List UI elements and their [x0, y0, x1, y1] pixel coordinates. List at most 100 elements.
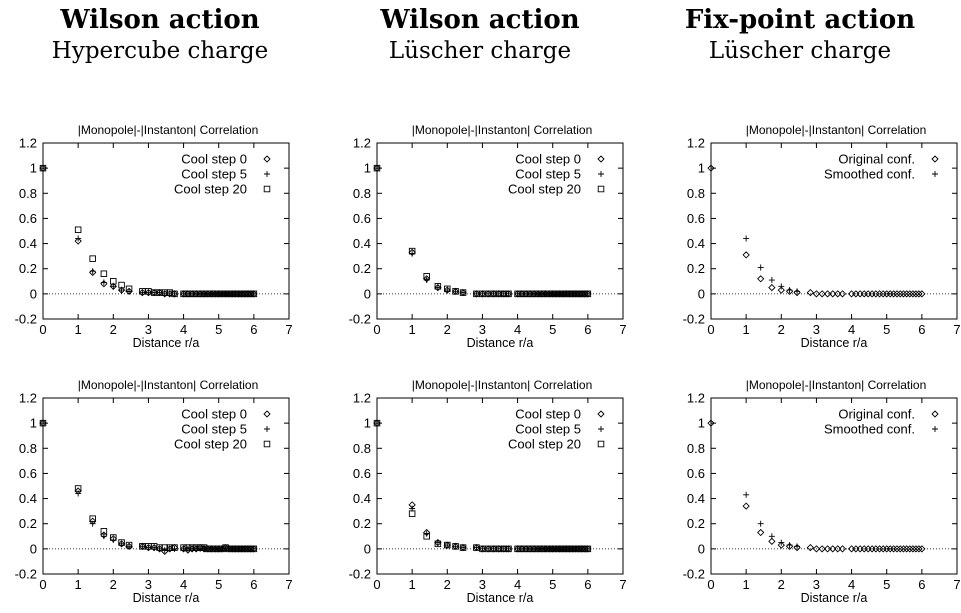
- data-point: [806, 288, 815, 297]
- data-point: [743, 491, 750, 498]
- data-point: [757, 520, 764, 527]
- data-point: [918, 545, 926, 553]
- data-point: [742, 251, 750, 259]
- x-tick-label: 5: [883, 322, 890, 337]
- column-subtitle: Lüscher charge: [708, 38, 892, 64]
- chart-title: |Monopole|-|Instanton| Correlation: [412, 123, 593, 137]
- series-plus: [743, 491, 801, 550]
- data-point: [530, 290, 538, 298]
- data-point: [434, 539, 441, 546]
- data-point: [906, 290, 914, 298]
- data-point: [584, 545, 592, 553]
- x-tick-label: 6: [584, 322, 591, 337]
- data-point: [89, 268, 96, 275]
- y-tick-label: 0.4: [353, 236, 371, 251]
- x-tick-label: 5: [215, 577, 222, 592]
- data-point: [125, 287, 133, 295]
- data-point: [100, 279, 107, 286]
- data-point: [161, 289, 168, 296]
- data-point: [39, 164, 47, 172]
- chart-row2-col3: |Monopole|-|Instanton| Correlation-0.200…: [683, 378, 961, 605]
- data-point: [818, 545, 826, 553]
- data-point: [452, 543, 459, 550]
- data-point: [117, 540, 126, 548]
- legend-label: Cool step 20: [508, 182, 581, 197]
- data-point: [479, 290, 486, 297]
- legend-label: Cool step 0: [515, 152, 581, 167]
- data-point: [868, 545, 876, 553]
- data-point: [151, 544, 158, 551]
- x-tick-label: 1: [75, 577, 82, 592]
- data-point: [184, 544, 192, 551]
- legend-marker: [598, 426, 604, 432]
- data-point: [757, 528, 765, 537]
- data-point: [823, 290, 832, 298]
- data-point: [89, 255, 96, 262]
- data-point: [218, 290, 226, 298]
- data-point: [180, 544, 187, 551]
- data-point: [903, 290, 911, 298]
- y-tick-label: 0.6: [353, 211, 371, 226]
- legend-label: Cool step 20: [174, 182, 247, 197]
- data-point: [545, 545, 553, 553]
- y-tick-label: 0: [698, 541, 705, 556]
- legend-label: Smoothed conf.: [824, 422, 915, 437]
- data-point: [192, 544, 200, 551]
- legend-marker: [264, 171, 270, 177]
- x-tick-label: 5: [215, 322, 222, 337]
- data-point: [526, 545, 534, 553]
- data-point: [918, 290, 926, 298]
- y-tick-label: 0.6: [687, 466, 705, 481]
- y-tick-label: 1.2: [19, 136, 37, 151]
- data-point: [196, 290, 204, 298]
- data-point: [838, 290, 847, 298]
- data-point: [151, 289, 158, 296]
- data-point: [434, 283, 442, 290]
- x-tick-label: 2: [778, 577, 785, 592]
- y-tick-label: 1.2: [687, 391, 705, 406]
- x-tick-label: 0: [707, 577, 714, 592]
- data-point: [768, 533, 775, 540]
- y-tick-label: 0.4: [687, 236, 705, 251]
- x-tick-label: 0: [373, 577, 380, 592]
- data-point: [552, 290, 560, 298]
- series-square: [373, 419, 592, 553]
- data-point: [145, 289, 152, 296]
- data-point: [777, 541, 785, 549]
- y-tick-label: 0.2: [353, 516, 371, 531]
- data-point: [460, 289, 467, 296]
- x-tick-label: 7: [285, 577, 292, 592]
- data-point: [126, 543, 133, 550]
- data-point: [215, 290, 222, 298]
- y-tick-label: 0.2: [687, 261, 705, 276]
- y-tick-label: 0.4: [687, 491, 705, 506]
- legend-marker: [263, 410, 271, 418]
- x-tick-label: 3: [479, 577, 486, 592]
- data-point: [218, 545, 226, 553]
- data-point: [118, 539, 125, 546]
- data-point: [225, 290, 233, 298]
- data-point: [794, 288, 801, 295]
- x-tick-label: 0: [373, 322, 380, 337]
- x-tick-label: 4: [180, 577, 187, 592]
- plot-frame: [42, 397, 290, 575]
- y-tick-label: 0.2: [19, 516, 37, 531]
- data-point: [786, 542, 793, 549]
- y-tick-label: 1: [364, 161, 371, 176]
- data-point: [110, 534, 117, 541]
- data-point: [495, 545, 502, 553]
- data-point: [208, 545, 215, 553]
- chart-title: |Monopole|-|Instanton| Correlation: [78, 378, 259, 392]
- data-point: [434, 540, 442, 548]
- legend-marker: [931, 410, 939, 418]
- data-point: [423, 533, 430, 540]
- data-point: [829, 290, 837, 298]
- data-point: [452, 288, 459, 295]
- data-point: [74, 237, 82, 245]
- legend-label: Cool step 5: [181, 167, 247, 182]
- legend-label: Cool step 20: [508, 437, 581, 452]
- x-axis-label: Distance r/a: [467, 336, 534, 350]
- data-point: [559, 290, 567, 298]
- data-point: [542, 545, 549, 553]
- x-tick-label: 2: [444, 577, 451, 592]
